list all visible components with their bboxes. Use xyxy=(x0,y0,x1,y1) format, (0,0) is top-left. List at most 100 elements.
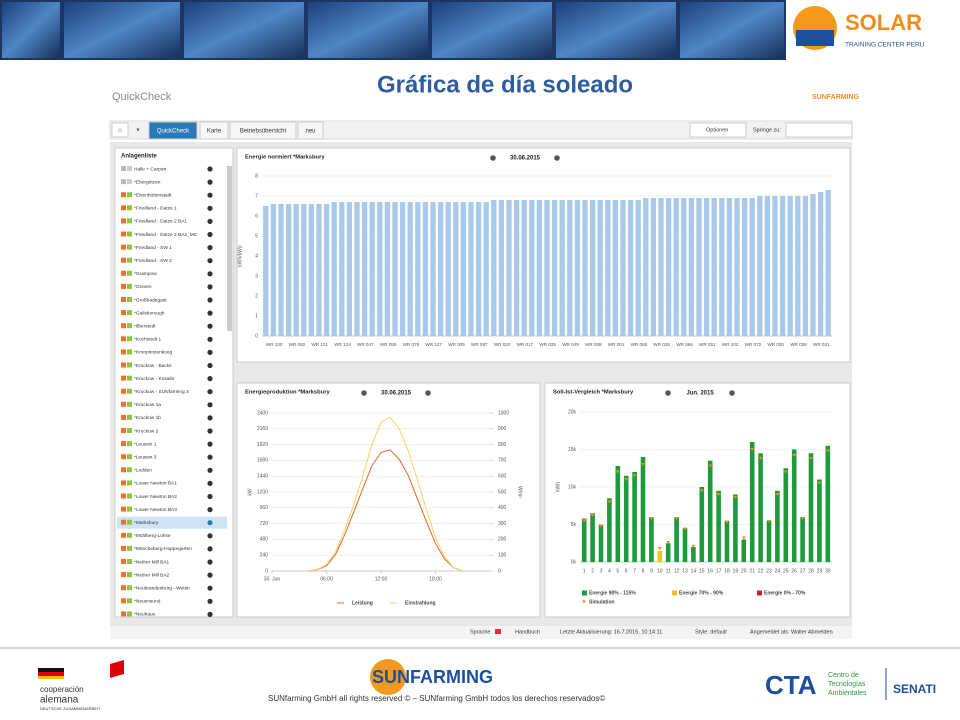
plant-action[interactable] xyxy=(207,271,213,277)
plant-action[interactable] xyxy=(207,323,213,329)
plant-name[interactable]: *Neuhaus xyxy=(134,612,156,618)
plant-action[interactable] xyxy=(207,454,213,460)
legend-label[interactable]: Energie 70% - 90% xyxy=(679,590,724,596)
plant-action[interactable] xyxy=(207,598,213,604)
plant-action[interactable] xyxy=(207,507,213,513)
prev-button[interactable] xyxy=(490,155,496,161)
plant-name[interactable]: *Ilberstedt xyxy=(134,323,156,329)
legend-label[interactable]: Einstrahlung xyxy=(405,600,436,606)
plant-action[interactable] xyxy=(207,310,213,316)
plant-name[interactable]: *Friedland - Datze 2 BA1 xyxy=(134,219,187,225)
plant-name[interactable]: *Neuensund xyxy=(134,599,161,605)
plant-action[interactable] xyxy=(207,415,213,421)
status-icon xyxy=(127,598,132,604)
plant-action[interactable] xyxy=(207,166,213,172)
status-icon xyxy=(121,270,126,276)
prev-button[interactable] xyxy=(665,390,671,396)
prev-button[interactable] xyxy=(361,390,367,396)
plant-action[interactable] xyxy=(207,349,213,355)
plant-action[interactable] xyxy=(207,480,213,486)
plant-action[interactable] xyxy=(207,245,213,251)
plant-name[interactable]: *Kruckow - SUNfarming 3 xyxy=(134,389,189,395)
status-icon xyxy=(121,441,126,447)
plant-action[interactable] xyxy=(207,376,213,382)
x-tick-label: WR 087 xyxy=(471,342,488,347)
plant-action[interactable] xyxy=(207,585,213,591)
plant-name[interactable]: *Eisenhüttenstadt xyxy=(134,192,172,198)
jump-input[interactable] xyxy=(785,122,853,138)
plant-name[interactable]: *Friedland - SW 1 xyxy=(134,245,172,251)
plant-name[interactable]: Halle + Carport xyxy=(134,166,167,172)
plant-action[interactable] xyxy=(207,467,213,473)
plant-name[interactable]: *Großbadegast xyxy=(134,297,167,303)
plant-name[interactable]: *Ebergötzen xyxy=(134,179,161,185)
plant-name[interactable]: *Lower Newton BA3 xyxy=(134,507,177,513)
next-button[interactable] xyxy=(554,155,560,161)
plant-action[interactable] xyxy=(207,572,213,578)
plant-name[interactable]: *Kruckow 2 xyxy=(134,428,159,434)
x-tick-label: 19 xyxy=(733,568,739,574)
plant-action[interactable] xyxy=(207,428,213,434)
plant-name[interactable]: *Kruckow 1b xyxy=(134,415,161,421)
plant-action[interactable] xyxy=(207,389,213,395)
plant-action[interactable] xyxy=(207,362,213,369)
plant-name[interactable]: *Guilsborough xyxy=(134,310,165,316)
tab[interactable] xyxy=(297,121,324,140)
plant-name[interactable]: *Kruckow - Kosalis xyxy=(134,376,175,382)
legend-label[interactable]: Leistung xyxy=(352,600,373,606)
plant-name[interactable]: *Friedland - Datze 1 xyxy=(134,206,177,212)
plant-action[interactable] xyxy=(207,192,213,198)
plant-action[interactable] xyxy=(207,231,213,238)
plant-action[interactable] xyxy=(207,546,213,552)
status-icon xyxy=(127,506,132,512)
plant-name[interactable]: *Lodden xyxy=(134,468,152,474)
plant-action[interactable] xyxy=(207,218,213,224)
plant-name[interactable]: *Nether Mill BA2 xyxy=(134,572,170,578)
plant-name[interactable]: *Greven xyxy=(134,284,152,290)
options-button[interactable] xyxy=(689,122,747,138)
plant-action[interactable] xyxy=(207,520,213,526)
plant-action[interactable] xyxy=(207,336,213,342)
legend-label[interactable]: Simulation xyxy=(589,599,615,605)
plant-name[interactable]: *Kruckow 1a xyxy=(134,402,161,408)
plant-name[interactable]: *Friedland - SW 2 xyxy=(134,258,172,264)
home-button[interactable] xyxy=(111,122,129,138)
plant-name[interactable]: *Lower Newton BA2 xyxy=(134,494,177,500)
plant-action[interactable] xyxy=(207,258,213,264)
next-button[interactable] xyxy=(729,390,735,396)
status-item[interactable]: Sprache xyxy=(470,629,491,635)
plant-action[interactable] xyxy=(207,559,213,565)
plant-name[interactable]: *Grampow xyxy=(134,271,157,277)
plant-action[interactable] xyxy=(207,493,213,500)
plant-name[interactable]: *Leussin 1 xyxy=(134,441,157,447)
tab[interactable] xyxy=(229,121,297,140)
plant-action[interactable] xyxy=(207,179,213,185)
plant-action[interactable] xyxy=(207,611,213,618)
tab[interactable] xyxy=(148,121,198,140)
plant-name[interactable]: *Lower Newton BA1 xyxy=(134,481,177,487)
next-button[interactable] xyxy=(425,390,431,396)
legend-label[interactable]: Energie 0% - 70% xyxy=(764,590,806,596)
plant-name[interactable]: *Kochstedt 1 xyxy=(134,337,162,343)
plant-action[interactable] xyxy=(207,205,213,211)
plant-name[interactable]: *Mühlberg-Lohse xyxy=(134,533,171,539)
legend-label[interactable]: Energie 90% - 115% xyxy=(589,590,636,596)
plant-name[interactable]: *Leussin 3 xyxy=(134,454,157,460)
plant-action[interactable] xyxy=(207,402,213,408)
plant-name[interactable]: *Friedland - Datze 2 BA2_MC xyxy=(134,232,198,238)
plant-name[interactable]: *Kronprinzenkoog xyxy=(134,350,172,356)
status-icon xyxy=(121,532,126,538)
plant-action[interactable] xyxy=(207,297,213,303)
plant-name[interactable]: *Müncheberg-Hoppegarten xyxy=(134,546,192,552)
status-item[interactable]: Handbuch xyxy=(515,629,540,635)
tab[interactable] xyxy=(199,121,229,140)
plant-action[interactable] xyxy=(207,441,213,447)
plant-name[interactable]: *Marksbury xyxy=(134,520,159,526)
plant-name[interactable]: *Kruckow - Backs xyxy=(134,363,172,369)
plant-name[interactable]: *Neubrandenburg - Wettin xyxy=(134,585,190,591)
plant-action[interactable] xyxy=(207,284,213,290)
x-tick-label: 1 xyxy=(583,568,586,574)
plant-action[interactable] xyxy=(207,533,213,539)
status-item: Style: default xyxy=(695,629,727,635)
plant-name[interactable]: *Nether Mill BA1 xyxy=(134,559,170,565)
